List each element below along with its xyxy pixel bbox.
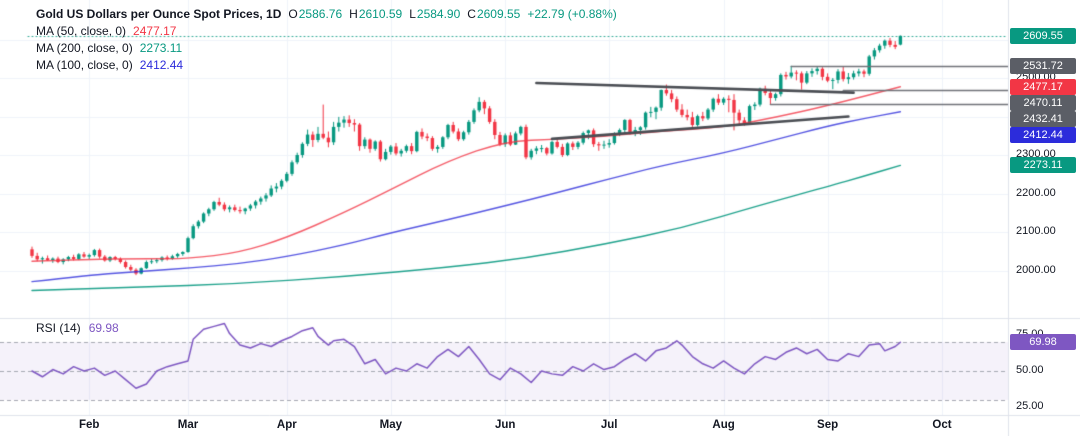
time-axis-month-label: Sep — [817, 419, 839, 431]
rsi-axis-badge: 69.98 — [1010, 334, 1076, 351]
rsi-legend-row[interactable]: RSI (14) 69.98 — [36, 321, 119, 335]
rsi-tick-label: 50.00 — [1016, 364, 1044, 376]
open-value: O2586.76 — [288, 7, 343, 21]
symbol-title: Gold US Dollars per Ounce Spot Prices, 1… — [36, 7, 282, 21]
price-axis-badge: 2273.11 — [1010, 157, 1076, 174]
price-axis-badge: 2432.41 — [1010, 110, 1076, 127]
price-tick-label: 2300.00 — [1016, 148, 1056, 160]
ma100-label: MA (100, close, 0) — [36, 58, 133, 72]
ma50-legend-row[interactable]: MA (50, close, 0) 2477.17 — [36, 23, 617, 39]
price-axis-badge: 2477.17 — [1010, 78, 1076, 95]
price-axis-badge: 2470.11 — [1010, 94, 1076, 111]
time-axis-month-label: Mar — [177, 419, 199, 431]
time-axis-month-label: Feb — [78, 419, 100, 431]
price-axis-badge: 2531.72 — [1010, 57, 1076, 74]
price-axis-badge: 2412.44 — [1010, 126, 1076, 143]
high-value: H2610.59 — [349, 7, 403, 21]
time-axis-month-label: Apr — [276, 419, 297, 431]
chart-legend: Gold US Dollars per Ounce Spot Prices, 1… — [36, 6, 617, 74]
time-axis-month-label: Jun — [494, 419, 516, 431]
price-tick-label: 2100.00 — [1016, 225, 1056, 237]
time-axis-month-label: May — [379, 419, 402, 431]
ma100-legend-row[interactable]: MA (100, close, 0) 2412.44 — [36, 57, 617, 73]
time-axis-month-label: Jul — [600, 419, 618, 431]
symbol-legend-row[interactable]: Gold US Dollars per Ounce Spot Prices, 1… — [36, 6, 617, 22]
ma100-value: 2412.44 — [139, 58, 184, 72]
time-axis[interactable] — [0, 415, 1080, 436]
price-tick-label: 2200.00 — [1016, 186, 1056, 199]
ma200-label: MA (200, close, 0) — [36, 41, 133, 55]
low-value: L2584.90 — [409, 7, 461, 21]
ma200-value: 2273.11 — [139, 41, 183, 55]
time-axis-month-label: Aug — [712, 419, 735, 431]
ma200-legend-row[interactable]: MA (200, close, 0) 2273.11 — [36, 40, 617, 56]
price-tick-label: 2000.00 — [1016, 263, 1056, 276]
close-value: C2609.55 — [467, 7, 521, 21]
ma50-label: MA (50, close, 0) — [36, 24, 127, 38]
rsi-label: RSI (14) — [36, 321, 81, 335]
rsi-tick-label: 25.00 — [1016, 400, 1044, 412]
change-value: +22.79 (+0.88%) — [527, 7, 617, 21]
price-axis-badge: 2609.55 — [1010, 27, 1076, 44]
time-axis-month-label: Oct — [932, 419, 952, 431]
rsi-value: 69.98 — [88, 321, 119, 335]
ma50-value: 2477.17 — [133, 24, 177, 38]
